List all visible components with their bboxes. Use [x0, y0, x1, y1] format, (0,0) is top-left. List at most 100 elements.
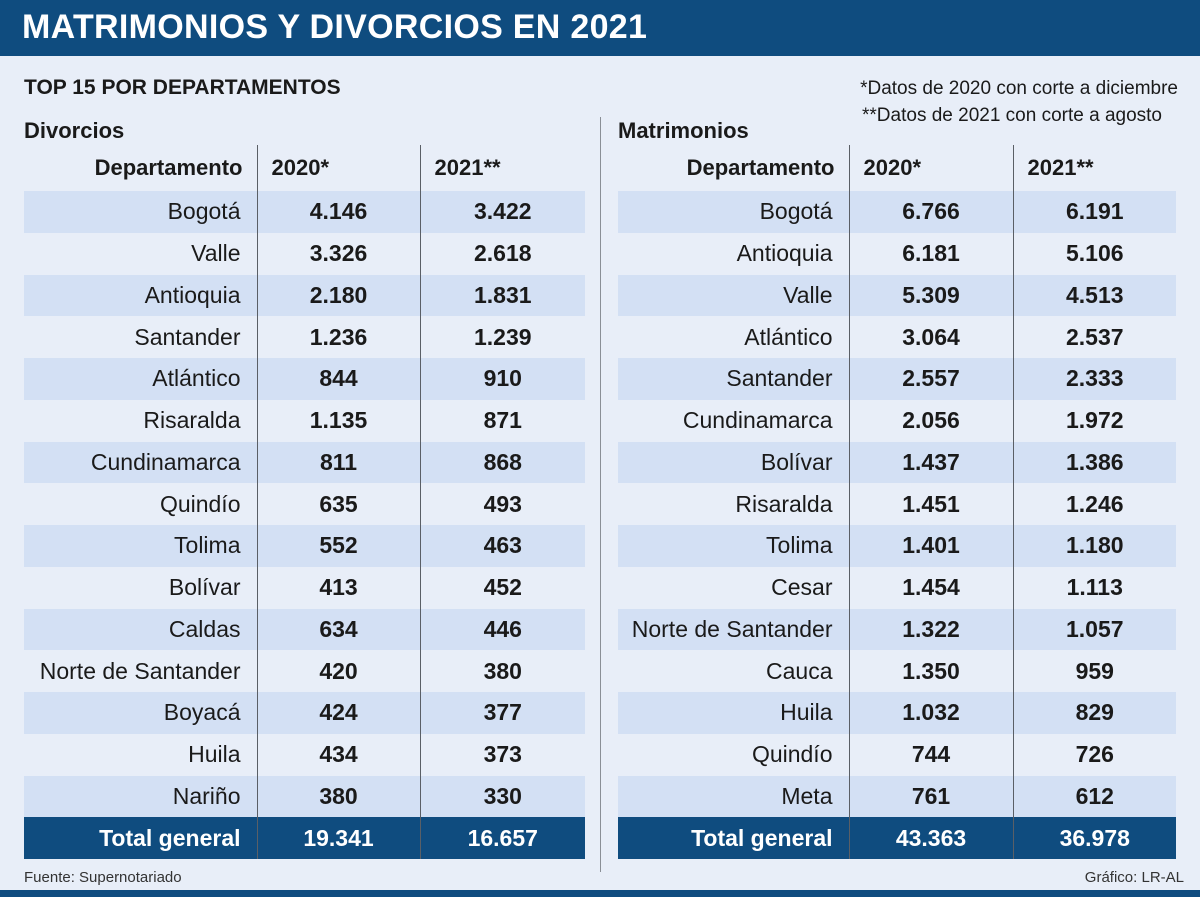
table-row: Valle 3.326 2.618	[24, 232, 585, 275]
table-row: Atlántico 844 910	[24, 358, 585, 400]
section-divider	[600, 117, 601, 872]
department-cell: Cundinamarca	[618, 399, 849, 442]
value-2020-cell: 3.064	[848, 316, 1013, 358]
note-2020: *Datos de 2020 con corte a diciembre	[860, 78, 1178, 99]
column-header: 2021**	[1012, 145, 1176, 191]
value-2021-cell: 463	[419, 525, 585, 567]
department-cell: Huila	[618, 692, 849, 734]
value-2021-cell: 1.113	[1012, 566, 1176, 609]
value-2020-cell: 2.180	[256, 274, 420, 317]
value-2021-cell: 3.422	[419, 191, 585, 233]
value-2021-cell: 380	[419, 650, 585, 692]
department-cell: Quindío	[24, 483, 257, 525]
department-cell: Valle	[24, 232, 257, 275]
value-2021-cell: 2.537	[1012, 316, 1176, 358]
department-cell: Tolima	[618, 525, 849, 567]
source-note: Fuente: Supernotariado	[24, 869, 182, 886]
department-cell: Antioquia	[24, 274, 257, 317]
value-2020-cell: 2.557	[848, 358, 1013, 400]
department-cell: Bolívar	[24, 566, 257, 609]
graphic-credit: Gráfico: LR-AL	[1084, 869, 1184, 886]
table-row: Antioquia 2.180 1.831	[24, 274, 585, 317]
total-value-cell: 16.657	[419, 817, 585, 860]
table-row: Norte de Santander 420 380	[24, 650, 585, 692]
matrimonios-label: Matrimonios	[618, 118, 749, 143]
department-cell: Tolima	[24, 525, 257, 567]
table-row: Tolima 1.401 1.180	[618, 525, 1176, 567]
value-2021-cell: 2.618	[419, 232, 585, 275]
department-cell: Antioquia	[618, 232, 849, 275]
table-row: Risaralda 1.451 1.246	[618, 483, 1176, 525]
value-2020-cell: 1.401	[848, 525, 1013, 567]
department-cell: Bogotá	[618, 191, 849, 233]
subtitle: TOP 15 POR DEPARTAMENTOS	[24, 76, 341, 99]
value-2020-cell: 1.437	[848, 441, 1013, 484]
value-2021-cell: 871	[419, 399, 585, 442]
department-cell: Atlántico	[618, 316, 849, 358]
department-cell: Boyacá	[24, 692, 257, 734]
table-row: Cundinamarca 2.056 1.972	[618, 399, 1176, 442]
table-row: Antioquia 6.181 5.106	[618, 232, 1176, 275]
department-cell: Caldas	[24, 608, 257, 651]
value-2021-cell: 446	[419, 608, 585, 651]
department-cell: Bolívar	[618, 441, 849, 484]
department-cell: Risaralda	[24, 399, 257, 442]
department-cell: Cundinamarca	[24, 441, 257, 484]
column-header: Departamento	[686, 155, 835, 180]
value-2020-cell: 811	[256, 441, 420, 484]
value-2021-cell: 959	[1012, 650, 1176, 692]
value-2020-cell: 3.326	[256, 232, 420, 275]
table-row: Huila 434 373	[24, 733, 585, 776]
department-cell: Norte de Santander	[24, 650, 257, 692]
department-cell: Santander	[618, 358, 849, 400]
value-2021-cell: 612	[1012, 775, 1176, 818]
divorcios-label: Divorcios	[24, 118, 125, 143]
department-cell: Atlántico	[24, 358, 257, 400]
divorcios-table: Departamento 2020* 2021** Bogotá 4.146 3.4…	[24, 145, 585, 860]
value-2021-cell: 910	[419, 358, 585, 400]
value-2020-cell: 2.056	[848, 399, 1013, 442]
value-2020-cell: 380	[256, 775, 420, 818]
value-2021-cell: 452	[419, 566, 585, 609]
value-2020-cell: 844	[256, 358, 420, 400]
value-2021-cell: 726	[1012, 733, 1176, 776]
value-2021-cell: 373	[419, 733, 585, 776]
table-row: Valle 5.309 4.513	[618, 274, 1176, 317]
table-header-row: Departamento 2020* 2021**	[24, 145, 585, 191]
total-value-cell: 36.978	[1012, 817, 1176, 860]
total-label-cell: Total general	[24, 817, 257, 860]
matrimonios-table-wrap: Departamento 2020* 2021** Bogotá 6.766 6.1…	[618, 145, 1176, 860]
department-cell: Cesar	[618, 566, 849, 609]
department-cell: Bogotá	[24, 191, 257, 233]
department-cell: Cauca	[618, 650, 849, 692]
total-row: Total general 19.341 16.657	[24, 817, 585, 860]
value-2020-cell: 1.032	[848, 692, 1013, 734]
table-header-row: Departamento 2020* 2021**	[618, 145, 1176, 191]
table-row: Santander 1.236 1.239	[24, 316, 585, 358]
column-header: Departamento	[94, 155, 243, 180]
table-row: Bogotá 6.766 6.191	[618, 191, 1176, 233]
bottom-bar	[0, 890, 1200, 897]
department-cell: Meta	[618, 775, 849, 818]
total-label-cell: Total general	[618, 817, 849, 860]
table-row: Huila 1.032 829	[618, 692, 1176, 734]
value-2020-cell: 420	[256, 650, 420, 692]
value-2020-cell: 4.146	[256, 191, 420, 233]
value-2021-cell: 1.972	[1012, 399, 1176, 442]
value-2021-cell: 868	[419, 441, 585, 484]
note-2021: **Datos de 2021 con corte a agosto	[862, 105, 1162, 126]
value-2020-cell: 1.454	[848, 566, 1013, 609]
value-2021-cell: 1.180	[1012, 525, 1176, 567]
table-row: Boyacá 424 377	[24, 692, 585, 734]
value-2021-cell: 377	[419, 692, 585, 734]
department-cell: Risaralda	[618, 483, 849, 525]
table-row: Santander 2.557 2.333	[618, 358, 1176, 400]
value-2021-cell: 5.106	[1012, 232, 1176, 275]
total-value-cell: 43.363	[848, 817, 1013, 860]
divorcios-table-wrap: Departamento 2020* 2021** Bogotá 4.146 3.4…	[24, 145, 585, 860]
value-2021-cell: 6.191	[1012, 191, 1176, 233]
value-2020-cell: 1.135	[256, 399, 420, 442]
value-2020-cell: 634	[256, 608, 420, 651]
value-2020-cell: 434	[256, 733, 420, 776]
value-2021-cell: 1.246	[1012, 483, 1176, 525]
